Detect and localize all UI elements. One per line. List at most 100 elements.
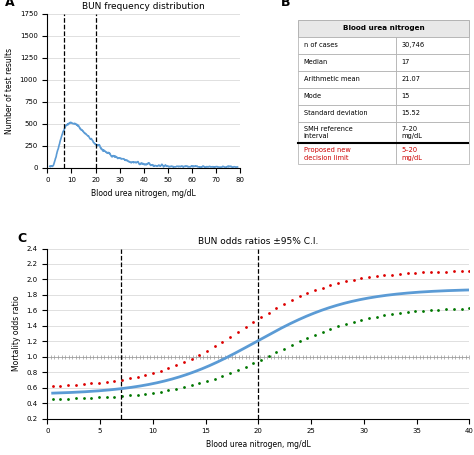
Text: 30,746: 30,746	[401, 42, 424, 48]
Text: Proposed new
decision limit: Proposed new decision limit	[304, 147, 350, 161]
Point	[95, 379, 103, 386]
Point	[173, 362, 180, 369]
Point	[442, 306, 450, 313]
Point	[288, 341, 296, 349]
Title: BUN odds ratios ±95% C.I.: BUN odds ratios ±95% C.I.	[198, 238, 319, 246]
Point	[404, 308, 411, 316]
Point	[234, 366, 242, 374]
Point	[180, 359, 188, 366]
Point	[257, 313, 265, 321]
Point	[88, 380, 95, 387]
Point	[219, 372, 226, 379]
Text: 7–20
mg/dL: 7–20 mg/dL	[401, 126, 422, 139]
Point	[435, 306, 442, 313]
Point	[442, 268, 450, 275]
Y-axis label: Number of test results: Number of test results	[5, 47, 14, 134]
Point	[465, 304, 473, 312]
Point	[404, 270, 411, 277]
Point	[303, 334, 311, 342]
Point	[419, 269, 427, 276]
Point	[280, 300, 288, 308]
Point	[134, 373, 141, 380]
Point	[203, 347, 211, 354]
Point	[396, 309, 404, 317]
Point	[265, 352, 273, 359]
Point	[450, 268, 457, 275]
Point	[80, 380, 87, 388]
Point	[427, 307, 435, 314]
Text: 17: 17	[401, 59, 410, 66]
Text: Mode: Mode	[304, 93, 322, 99]
Point	[365, 273, 373, 281]
Point	[72, 381, 80, 388]
Text: C: C	[18, 232, 27, 245]
Point	[173, 385, 180, 393]
Y-axis label: Mortality odds ratio: Mortality odds ratio	[12, 296, 21, 371]
X-axis label: Blood urea nitrogen, mg/dL: Blood urea nitrogen, mg/dL	[91, 189, 196, 198]
Point	[357, 275, 365, 282]
Point	[342, 278, 350, 285]
Point	[288, 296, 296, 303]
Point	[296, 338, 303, 345]
Point	[381, 312, 388, 319]
Point	[234, 328, 242, 335]
Point	[327, 325, 334, 333]
Point	[319, 284, 327, 291]
Point	[219, 338, 226, 345]
Point	[56, 382, 64, 389]
Point	[72, 395, 80, 402]
Point	[365, 315, 373, 322]
Point	[427, 268, 435, 276]
Point	[357, 316, 365, 324]
Text: n of cases: n of cases	[304, 42, 337, 48]
Point	[211, 343, 219, 350]
Point	[327, 282, 334, 289]
Point	[134, 391, 141, 398]
Point	[334, 323, 342, 330]
Text: Median: Median	[304, 59, 328, 66]
Point	[388, 311, 396, 318]
Point	[411, 269, 419, 277]
Point	[311, 331, 319, 339]
Point	[88, 394, 95, 401]
Point	[141, 390, 149, 397]
Point	[350, 276, 357, 283]
Point	[350, 318, 357, 326]
Point	[64, 381, 72, 389]
Point	[458, 268, 465, 275]
Point	[280, 345, 288, 352]
Point	[242, 363, 249, 370]
Point	[296, 293, 303, 300]
Point	[419, 307, 427, 314]
Text: Arithmetic mean: Arithmetic mean	[304, 76, 360, 82]
Point	[226, 369, 234, 377]
Text: 15: 15	[401, 93, 410, 99]
Point	[303, 289, 311, 297]
Text: 5–20
mg/dL: 5–20 mg/dL	[401, 147, 422, 161]
Point	[319, 328, 327, 335]
Point	[49, 382, 56, 389]
X-axis label: Blood urea nitrogen, mg/dL: Blood urea nitrogen, mg/dL	[206, 440, 310, 449]
Point	[110, 377, 118, 384]
Point	[188, 355, 195, 362]
Point	[56, 395, 64, 403]
Point	[211, 375, 219, 382]
Point	[80, 394, 87, 402]
Point	[334, 279, 342, 287]
Point	[458, 305, 465, 312]
Title: BUN frequency distribution: BUN frequency distribution	[82, 2, 205, 11]
Point	[273, 349, 280, 356]
Point	[435, 268, 442, 275]
Text: SMH reference
interval: SMH reference interval	[304, 126, 353, 139]
Point	[203, 378, 211, 385]
Point	[249, 318, 257, 326]
Text: B: B	[281, 0, 291, 9]
Point	[226, 333, 234, 340]
Text: Blood urea nitrogen: Blood urea nitrogen	[343, 25, 425, 31]
Point	[141, 371, 149, 379]
Point	[373, 313, 381, 320]
Point	[103, 394, 110, 401]
Point	[110, 393, 118, 400]
Point	[311, 287, 319, 294]
Point	[126, 375, 134, 382]
